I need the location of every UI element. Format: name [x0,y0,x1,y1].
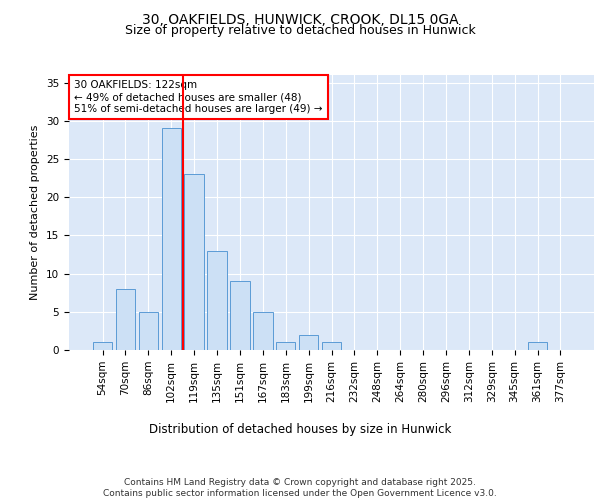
Bar [161,128,181,350]
Bar [139,312,158,350]
Bar [322,342,341,350]
Bar [116,289,135,350]
Bar [528,342,547,350]
Text: 30, OAKFIELDS, HUNWICK, CROOK, DL15 0GA: 30, OAKFIELDS, HUNWICK, CROOK, DL15 0GA [142,12,458,26]
Bar [253,312,272,350]
Y-axis label: Number of detached properties: Number of detached properties [31,125,40,300]
Bar [299,334,319,350]
Bar [208,250,227,350]
Text: Contains HM Land Registry data © Crown copyright and database right 2025.
Contai: Contains HM Land Registry data © Crown c… [103,478,497,498]
Bar [230,281,250,350]
Bar [184,174,204,350]
Text: 30 OAKFIELDS: 122sqm
← 49% of detached houses are smaller (48)
51% of semi-detac: 30 OAKFIELDS: 122sqm ← 49% of detached h… [74,80,323,114]
Text: Size of property relative to detached houses in Hunwick: Size of property relative to detached ho… [125,24,475,37]
Text: Distribution of detached houses by size in Hunwick: Distribution of detached houses by size … [149,422,451,436]
Bar [93,342,112,350]
Bar [276,342,295,350]
